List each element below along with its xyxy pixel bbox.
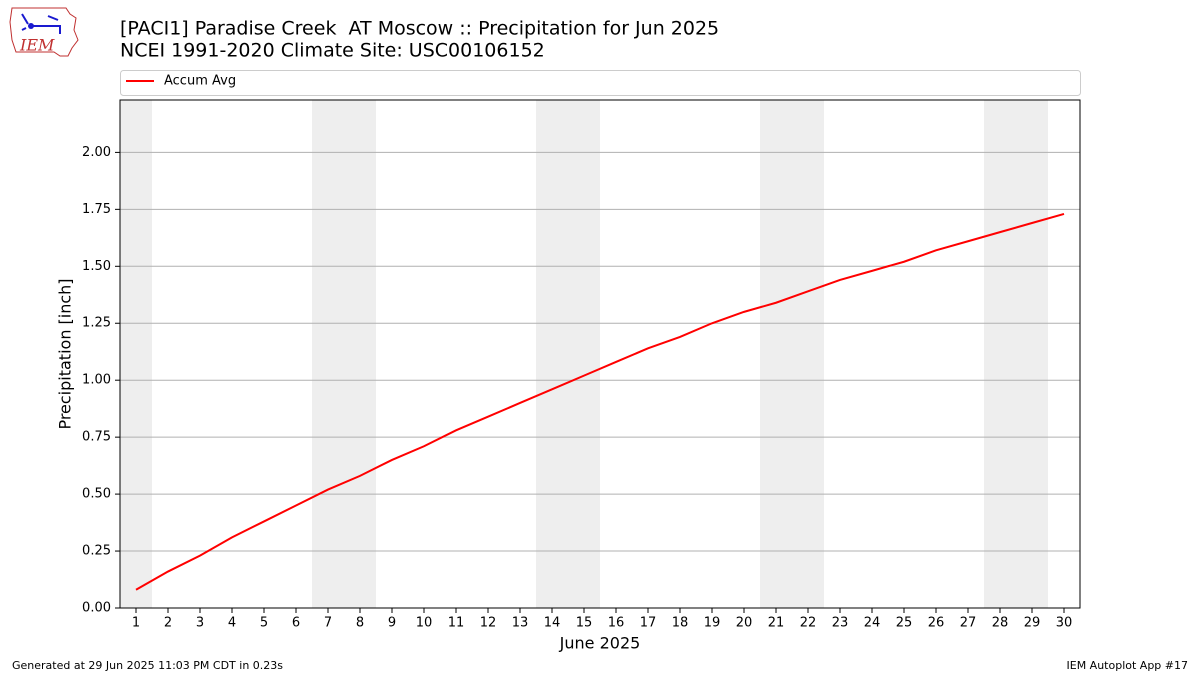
logo-icon	[21, 13, 61, 34]
x-tick-label: 8	[356, 616, 364, 631]
x-tick-label: 25	[896, 616, 913, 631]
footer-right: IEM Autoplot App #17	[1067, 659, 1189, 672]
x-tick-label: 17	[640, 616, 657, 631]
line-series	[135, 212, 1065, 591]
x-tick-label: 30	[1056, 616, 1073, 631]
x-tick-label: 20	[736, 616, 753, 631]
weekend-shade	[984, 100, 1048, 608]
x-tick-label: 5	[260, 616, 268, 631]
x-tick-label: 2	[164, 616, 172, 631]
y-tick-label: 0.00	[82, 601, 111, 616]
x-tick-label: 18	[672, 616, 689, 631]
x-tick-label: 9	[388, 616, 396, 631]
x-tick-label: 3	[196, 616, 204, 631]
y-axis-label: Precipitation [inch]	[56, 278, 75, 429]
weekend-shade	[312, 100, 376, 608]
legend-box	[120, 70, 1081, 96]
y-tick-label: 0.25	[82, 544, 111, 559]
x-tick-label: 28	[992, 616, 1009, 631]
x-tick-label: 23	[832, 616, 849, 631]
weekend-shade	[760, 100, 824, 608]
x-tick-label: 11	[448, 616, 465, 631]
x-tick-label: 6	[292, 616, 300, 631]
logo-dot	[28, 23, 34, 29]
y-tick-label: 0.75	[82, 430, 111, 445]
x-tick-label: 27	[960, 616, 977, 631]
x-tick-label: 15	[576, 616, 593, 631]
logo-text: IEM	[19, 36, 55, 55]
x-tick-label: 26	[928, 616, 945, 631]
y-tick-label: 2.00	[82, 145, 111, 160]
x-tick-label: 22	[800, 616, 817, 631]
y-tick-label: 0.50	[82, 487, 111, 502]
x-tick-label: 24	[864, 616, 881, 631]
x-tick-label: 14	[544, 616, 561, 631]
legend-label: Accum Avg	[164, 74, 236, 89]
y-tick-label: 1.75	[82, 202, 111, 217]
x-tick-label: 19	[704, 616, 721, 631]
x-tick-label: 12	[480, 616, 497, 631]
y-tick-label: 1.25	[82, 316, 111, 331]
plot-frame	[119, 99, 1081, 609]
x-axis-label: June 2025	[559, 634, 641, 653]
x-tick-label: 4	[228, 616, 236, 631]
chart-subtitle: NCEI 1991-2020 Climate Site: USC00106152	[120, 40, 545, 62]
y-tick-label: 1.50	[82, 259, 111, 274]
x-tick-label: 16	[608, 616, 625, 631]
weekend-shade	[120, 100, 152, 608]
x-tick-label: 13	[512, 616, 529, 631]
footer-left: Generated at 29 Jun 2025 11:03 PM CDT in…	[12, 659, 283, 672]
y-tick-label: 1.00	[82, 373, 111, 388]
x-tick-label: 21	[768, 616, 785, 631]
x-tick-label: 29	[1024, 616, 1041, 631]
chart-title: [PACI1] Paradise Creek AT Moscow :: Prec…	[120, 18, 719, 40]
logo-outline	[9, 7, 79, 57]
x-tick-label: 1	[132, 616, 140, 631]
weekend-shade	[536, 100, 600, 608]
logo: IEM	[9, 7, 79, 57]
x-tick-label: 7	[324, 616, 332, 631]
x-tick-label: 10	[416, 616, 433, 631]
